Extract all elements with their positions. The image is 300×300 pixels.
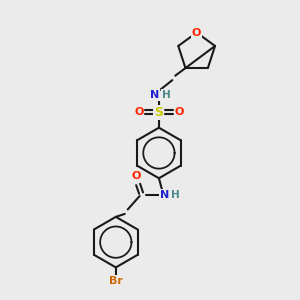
Text: O: O: [192, 28, 201, 38]
Text: O: O: [131, 171, 140, 181]
Text: S: S: [154, 106, 164, 119]
Text: Br: Br: [109, 276, 123, 286]
Text: O: O: [174, 107, 184, 117]
Text: H: H: [172, 190, 180, 200]
Text: N: N: [160, 190, 170, 200]
Text: N: N: [150, 90, 159, 100]
Text: O: O: [134, 107, 143, 117]
Text: H: H: [162, 90, 171, 100]
